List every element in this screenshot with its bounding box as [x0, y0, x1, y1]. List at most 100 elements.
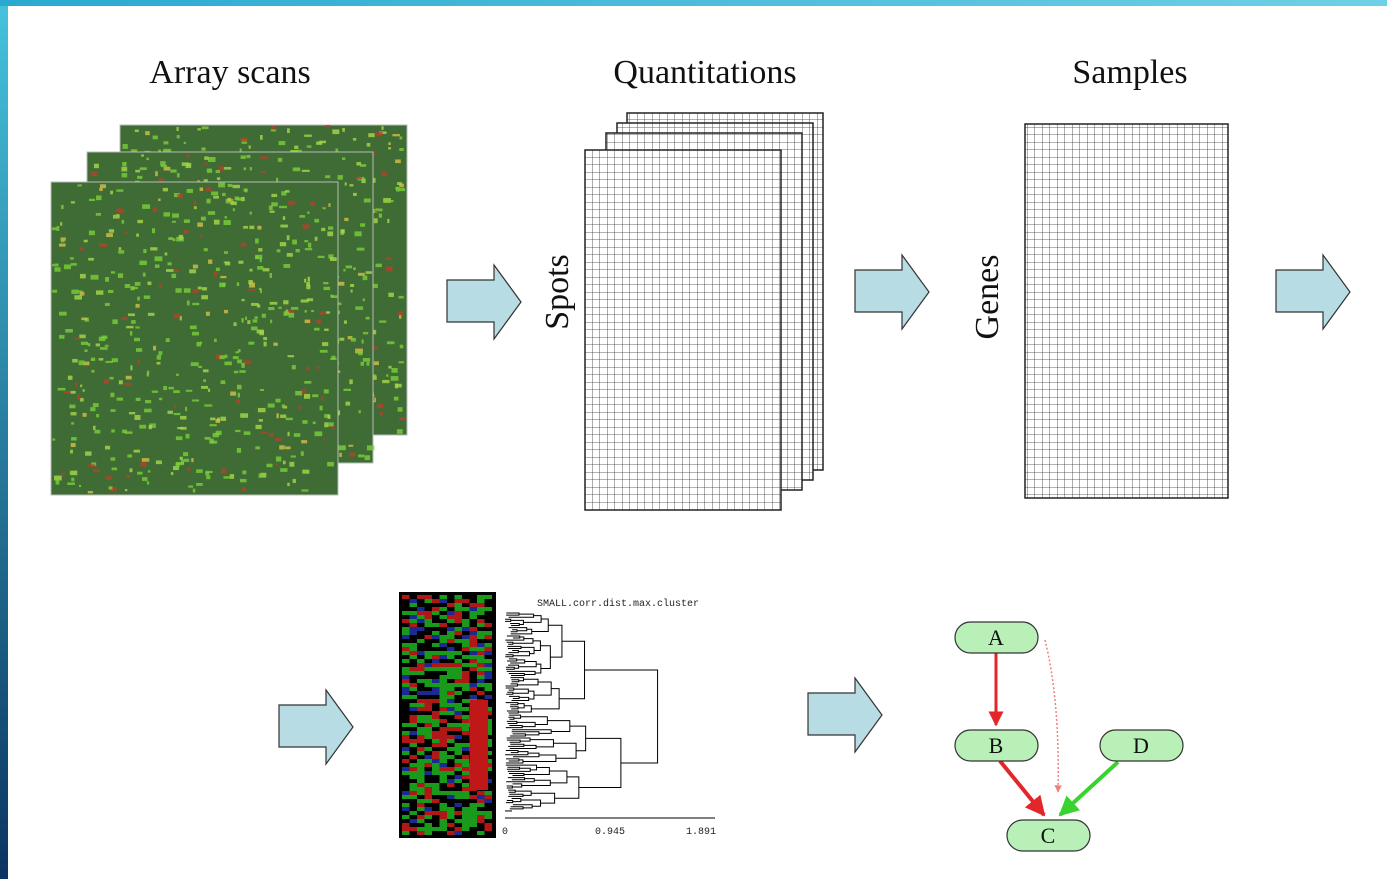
spot: [145, 131, 149, 135]
heatmap-cell: [485, 819, 493, 823]
heatmap-cell: [447, 623, 455, 627]
spot: [188, 467, 191, 471]
heatmap-cell: [440, 671, 448, 675]
spot: [166, 269, 173, 272]
heatmap-cell: [417, 731, 425, 735]
heatmap-cell: [440, 795, 448, 799]
heatmap-cell: [455, 599, 463, 603]
heatmap-cell: [462, 755, 470, 759]
heatmap-cell: [470, 659, 478, 663]
heatmap-cell: [477, 675, 485, 679]
spot: [225, 216, 228, 218]
spot: [387, 341, 395, 344]
heatmap-cell: [440, 651, 448, 655]
heatmap-cell: [425, 767, 433, 771]
dendrogram-branch: [505, 655, 513, 657]
heatmap-cell: [440, 727, 448, 731]
heatmap-cell: [477, 663, 485, 667]
spot: [285, 446, 291, 449]
spot: [355, 177, 362, 179]
heatmap-cell: [455, 767, 463, 771]
heatmap-cell: [425, 663, 433, 667]
heatmap-cell: [447, 655, 455, 659]
spot: [306, 282, 310, 286]
heatmap-cell: [447, 763, 455, 767]
heatmap-cell: [477, 599, 485, 603]
heatmap-cell: [447, 647, 455, 651]
heatmap-cell: [462, 747, 470, 751]
heatmap-cell: [485, 643, 493, 647]
heatmap-cell: [432, 679, 440, 683]
spot: [118, 250, 124, 253]
spot: [111, 457, 116, 460]
spot: [304, 381, 311, 384]
spot: [142, 477, 148, 481]
heatmap-cell: [462, 639, 470, 643]
spot: [349, 379, 352, 384]
spot: [179, 235, 183, 240]
heatmap-cell: [470, 683, 478, 687]
spot: [323, 438, 325, 440]
heatmap-cell: [447, 651, 455, 655]
heatmap-cell: [425, 627, 433, 631]
heatmap-cell: [425, 779, 433, 783]
spot: [368, 133, 374, 137]
heatmap-cell: [477, 695, 485, 699]
spot: [164, 167, 171, 171]
spot: [196, 342, 201, 346]
heatmap-cell: [447, 667, 455, 671]
heatmap-cell: [440, 723, 448, 727]
spot: [255, 425, 261, 429]
heatmap-cell: [417, 783, 425, 787]
spot: [135, 326, 139, 328]
spot: [77, 395, 80, 400]
spot: [59, 312, 67, 316]
heatmap-cell: [417, 819, 425, 823]
spot: [153, 207, 157, 212]
heatmap-cell: [432, 699, 440, 703]
spot: [108, 290, 114, 293]
dendrogram-branch: [509, 614, 534, 617]
spot: [147, 481, 149, 484]
heatmap-cell: [417, 647, 425, 651]
spot: [85, 451, 91, 455]
heatmap-cell: [455, 635, 463, 639]
heatmap-cell: [440, 683, 448, 687]
spot: [289, 313, 295, 318]
heatmap-cell: [447, 671, 455, 675]
heatmap-cell: [432, 743, 440, 747]
spot: [167, 411, 172, 414]
heatmap-cell: [470, 603, 478, 607]
heatmap-cell: [410, 623, 418, 627]
spot: [79, 485, 81, 487]
spot: [135, 282, 141, 286]
spot: [235, 430, 240, 432]
heatmap-cell: [402, 783, 410, 787]
heatmap-cell: [417, 663, 425, 667]
spot: [119, 380, 123, 384]
heatmap-cell: [462, 655, 470, 659]
heatmap-cell: [447, 627, 455, 631]
dendrogram-branch: [510, 734, 525, 736]
dendrogram-branch: [509, 696, 519, 698]
heatmap-cell: [455, 755, 463, 759]
spot: [187, 189, 193, 193]
spot: [216, 170, 220, 173]
spot: [241, 155, 246, 159]
dendrogram-branch: [507, 767, 520, 769]
heatmap-cell: [402, 727, 410, 731]
heatmap-cell: [410, 675, 418, 679]
spot: [186, 434, 190, 439]
spot: [353, 193, 357, 196]
heatmap-cell: [455, 671, 463, 675]
heatmap-cell: [432, 619, 440, 623]
heatmap-cell: [440, 823, 448, 827]
spot: [208, 157, 216, 162]
dendrogram-branch: [507, 738, 530, 741]
dendrogram-branch: [509, 715, 520, 718]
heatmap-cell: [440, 715, 448, 719]
heatmap-cell: [402, 823, 410, 827]
spot: [308, 277, 310, 282]
heatmap-cell: [485, 827, 493, 831]
spot: [359, 410, 361, 413]
